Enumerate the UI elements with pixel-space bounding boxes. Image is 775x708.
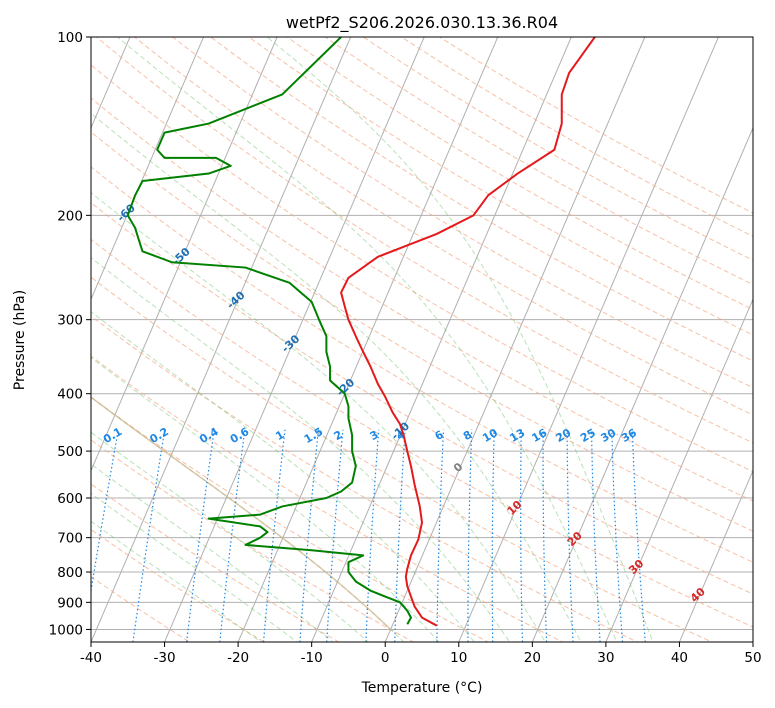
x-tick-label: 0 (381, 650, 390, 666)
mixing-ratio-line (262, 429, 286, 642)
y-tick-label: 200 (57, 208, 83, 224)
isotherm-gridline (91, 37, 278, 472)
isotherm-gridline (91, 37, 352, 642)
y-tick-label: 100 (57, 30, 83, 46)
moist-adiabat (117, 37, 618, 642)
dry-adiabat (91, 276, 713, 642)
moist-adiabat (91, 256, 511, 642)
y-tick-label: 600 (57, 491, 83, 507)
mixing-ratio-line (91, 429, 119, 595)
moist-adiabat (91, 492, 298, 642)
isotherm-gridline (458, 37, 719, 642)
y-axis-label: Pressure (hPa) (12, 290, 28, 390)
x-tick-label: -20 (227, 650, 249, 666)
isotherm-gridline (311, 37, 572, 642)
mixing-ratio-line (186, 429, 215, 642)
dry-adiabat (91, 439, 415, 642)
moist-adiabat-reference (91, 396, 392, 630)
mixing-ratio-line (365, 429, 380, 642)
mixing-ratio-line (542, 429, 548, 642)
mixing-ratio-line (590, 429, 601, 642)
isotherm-gridline (91, 37, 205, 301)
isotherm-gridline (384, 37, 646, 642)
dry-adiabat (91, 166, 753, 563)
dry-adiabat (91, 238, 753, 628)
moist-adiabat (91, 520, 262, 642)
moist-adiabat (91, 463, 334, 642)
x-axis-label: Temperature (°C) (361, 680, 483, 696)
x-tick-label: -40 (80, 650, 102, 666)
y-tick-label: 400 (57, 387, 83, 403)
dry-adiabat (91, 315, 639, 642)
moist-adiabat (91, 112, 582, 642)
isotherm-gridline (91, 37, 131, 130)
dry-adiabat (91, 528, 266, 642)
mixing-ratio-line (299, 429, 320, 642)
mixing-ratio-line (491, 429, 495, 642)
mixing-ratio-line (436, 429, 445, 642)
dry-adiabat (91, 483, 340, 642)
x-tick-label: 40 (671, 650, 688, 666)
dry-adiabat (91, 355, 564, 642)
dry-adiabat (324, 37, 753, 286)
dry-adiabat (91, 202, 753, 595)
mixing-ratio-line (631, 429, 646, 642)
plot-frame (90, 36, 754, 643)
mixing-ratio-line (467, 429, 473, 642)
moist-adiabat (91, 356, 440, 642)
x-tick-label: 50 (744, 650, 761, 666)
y-tick-label: 900 (57, 595, 83, 611)
y-tick-label: 700 (57, 531, 83, 547)
y-tick-label: 800 (57, 565, 83, 581)
chart-title: wetPf2_S206.2026.030.13.36.R04 (286, 13, 558, 33)
mixing-ratio-line (566, 429, 574, 642)
x-tick-label: 10 (450, 650, 467, 666)
dewpoint-profile-line (126, 37, 412, 625)
y-tick-label: 300 (57, 313, 83, 329)
mixing-ratio-line (132, 429, 166, 642)
moist-adiabat (91, 431, 369, 642)
mixing-ratio-line (326, 429, 344, 642)
moist-adiabat (91, 192, 546, 642)
dry-adiabat (91, 131, 753, 532)
y-tick-label: 1000 (49, 622, 83, 638)
isotherm-gridline (605, 297, 753, 642)
x-tick-label: -10 (301, 650, 323, 666)
x-tick-label: 30 (597, 650, 614, 666)
dry-adiabat (286, 37, 753, 311)
y-tick-label: 500 (57, 444, 83, 460)
isotherm-gridline (531, 126, 753, 642)
mixing-ratio-line (611, 429, 624, 642)
isotherm-gridline (164, 37, 425, 642)
mixing-ratio-line (394, 429, 406, 642)
dry-adiabat (248, 37, 753, 336)
temperature-profile-line (340, 37, 596, 627)
x-tick-label: -30 (154, 650, 176, 666)
dry-adiabat (91, 396, 490, 642)
mixing-ratio-line (219, 429, 246, 642)
x-tick-label: 20 (524, 650, 541, 666)
mixing-ratio-line (520, 429, 524, 642)
